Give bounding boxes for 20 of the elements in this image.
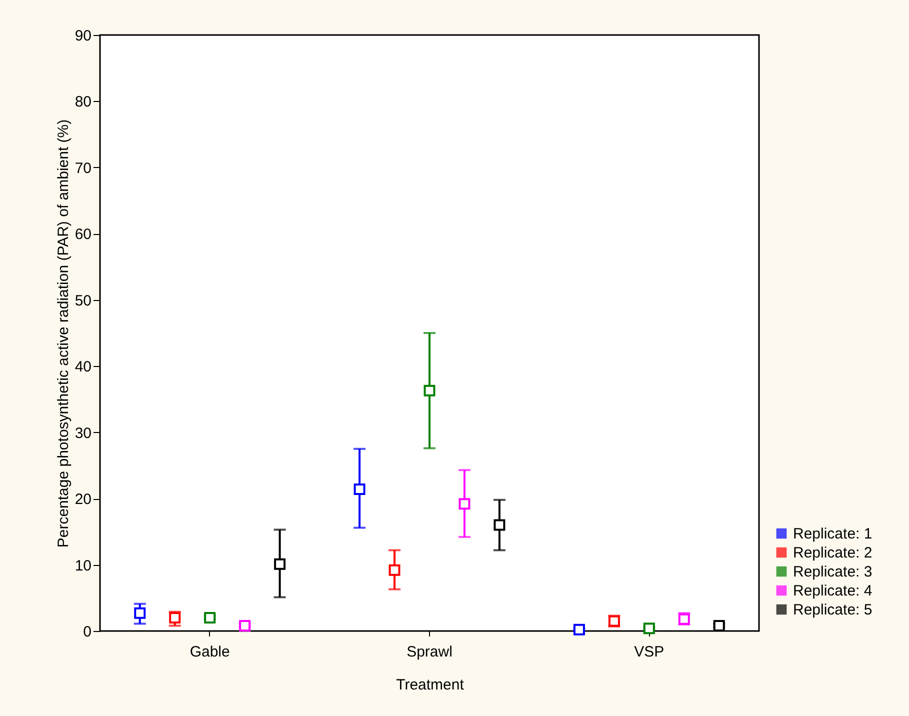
legend-label: Replicate: 3	[793, 564, 872, 580]
y-tick-label: 10	[74, 557, 92, 574]
y-tick-label: 60	[74, 226, 92, 244]
x-tick-label: VSP	[634, 644, 664, 660]
y-axis-title: Percentage photosynthetic active radiation (PAR) of ambient (%)	[54, 119, 72, 548]
y-tick-label: 40	[74, 358, 92, 376]
legend-label: Replicate: 2	[793, 544, 872, 562]
legend-label: Replicate: 5	[793, 602, 872, 618]
y-tick-label: 90	[74, 28, 92, 44]
x-tick-label: Gable	[190, 644, 230, 660]
y-tick-label: 70	[74, 160, 92, 177]
y-tick-label: 30	[74, 424, 92, 442]
y-tick-label: 0	[83, 624, 92, 640]
legend-label: Replicate: 1	[793, 526, 872, 542]
x-axis-title: Treatment	[396, 676, 465, 694]
x-tick-label: Sprawl	[406, 644, 452, 660]
y-tick-label: 20	[74, 491, 92, 508]
y-tick-label: 80	[74, 94, 92, 111]
y-tick-label: 50	[74, 292, 92, 310]
legend-label: Replicate: 4	[793, 582, 872, 600]
